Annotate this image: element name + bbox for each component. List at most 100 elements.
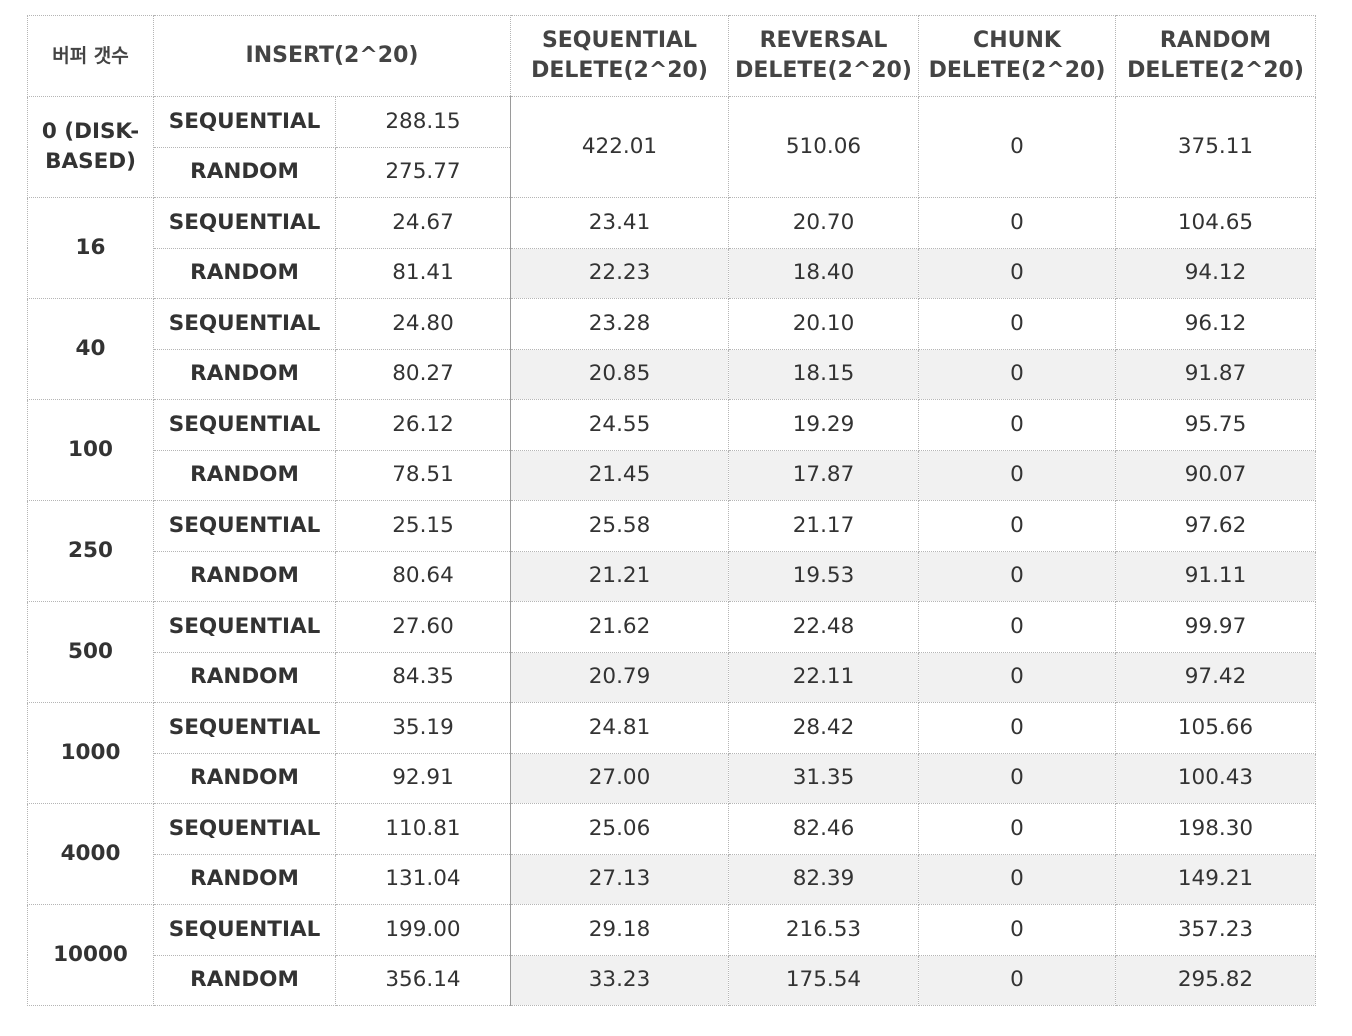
mode-cell: SEQUENTIAL: [153, 96, 336, 148]
random-delete-cell: 97.62: [1115, 500, 1316, 552]
reversal-delete-cell: 82.39: [728, 853, 919, 905]
random-delete-cell: 100.43: [1115, 752, 1316, 804]
random-delete-cell: 94.12: [1115, 247, 1316, 299]
chunk-delete-cell: 0: [918, 752, 1116, 804]
buffer-count-cell: 100: [27, 399, 154, 501]
table-row: 0 (DISK- BASED) SEQUENTIAL 288.15 422.01…: [27, 96, 1316, 198]
header-insert: INSERT(2^20): [153, 15, 511, 97]
buffer-count-cell: 500: [27, 601, 154, 703]
chunk-delete-cell: 0: [918, 500, 1116, 552]
insert-cell: 27.60: [335, 601, 511, 653]
buffer-count-line: BASED): [45, 149, 136, 174]
insert-cell: 25.15: [335, 500, 511, 552]
random-delete-cell: 105.66: [1115, 702, 1316, 754]
table-row: RANDOM 78.51 21.45 17.87 0 90.07: [28, 449, 1316, 501]
buffer-count-cell: 0 (DISK- BASED): [27, 96, 154, 198]
table-row: 4000 SEQUENTIAL 110.81 25.06 82.46 0 198…: [27, 803, 1316, 905]
buffer-count-cell: 1000: [27, 702, 154, 804]
header-line: DELETE(2^20): [928, 58, 1106, 83]
table-row: RANDOM 92.91 27.00 31.35 0 100.43: [28, 752, 1316, 804]
mode-cell: RANDOM: [153, 550, 336, 602]
mode-cell: SEQUENTIAL: [153, 298, 336, 350]
mode-cell: SEQUENTIAL: [153, 702, 336, 754]
insert-cell: 288.15: [335, 96, 511, 148]
sequential-delete-cell: 21.21: [510, 550, 729, 602]
reversal-delete-cell: 175.54: [728, 954, 919, 1006]
buffer-count-cell: 16: [27, 197, 154, 299]
insert-cell: 84.35: [335, 651, 511, 703]
sequential-delete-cell: 24.81: [510, 702, 729, 754]
sequential-delete-cell: 27.00: [510, 752, 729, 804]
mode-cell: RANDOM: [153, 247, 336, 299]
table-row: 16 SEQUENTIAL 24.67 23.41 20.70 0 104.65: [27, 197, 1316, 299]
reversal-delete-cell: 19.29: [728, 399, 919, 451]
table-row: 100 SEQUENTIAL 26.12 24.55 19.29 0 95.75: [27, 399, 1316, 501]
table-row: 500 SEQUENTIAL 27.60 21.62 22.48 0 99.97: [27, 601, 1316, 703]
mode-cell: RANDOM: [153, 651, 336, 703]
insert-cell: 110.81: [335, 803, 511, 855]
buffer-count-cell: 250: [27, 500, 154, 602]
sequential-delete-cell: 27.13: [510, 853, 729, 905]
sequential-delete-cell: 25.06: [510, 803, 729, 855]
insert-cell: 78.51: [335, 449, 511, 501]
chunk-delete-cell: 0: [918, 702, 1116, 754]
reversal-delete-cell: 82.46: [728, 803, 919, 855]
insert-cell: 80.64: [335, 550, 511, 602]
insert-cell: 80.27: [335, 348, 511, 400]
random-delete-cell: 90.07: [1115, 449, 1316, 501]
table-row: RANDOM 84.35 20.79 22.11 0 97.42: [28, 651, 1316, 703]
mode-cell: RANDOM: [153, 853, 336, 905]
reversal-delete-cell: 18.40: [728, 247, 919, 299]
header-line: DELETE(2^20): [1127, 58, 1304, 83]
table-row: RANDOM 275.77: [28, 146, 1316, 198]
sequential-delete-cell: 29.18: [510, 904, 729, 956]
chunk-delete-cell: 0: [918, 853, 1116, 905]
table-row: RANDOM 356.14 33.23 175.54 0 295.82: [28, 954, 1316, 1006]
mode-cell: RANDOM: [153, 348, 336, 400]
mode-cell: SEQUENTIAL: [153, 803, 336, 855]
sequential-delete-cell: 20.79: [510, 651, 729, 703]
mode-cell: SEQUENTIAL: [153, 399, 336, 451]
mode-cell: SEQUENTIAL: [153, 601, 336, 653]
chunk-delete-cell: 0: [918, 904, 1116, 956]
header-buffer-count: 버퍼 갯수: [27, 15, 154, 97]
table-row: RANDOM 81.41 22.23 18.40 0 94.12: [28, 247, 1316, 299]
header-random-delete: RANDOM DELETE(2^20): [1115, 15, 1316, 97]
insert-cell: 199.00: [335, 904, 511, 956]
random-delete-cell: 91.11: [1115, 550, 1316, 602]
table-row: 250 SEQUENTIAL 25.15 25.58 21.17 0 97.62: [27, 500, 1316, 602]
chunk-delete-cell: 0: [918, 803, 1116, 855]
buffer-count-cell: 10000: [27, 904, 154, 1006]
mode-cell: SEQUENTIAL: [153, 500, 336, 552]
insert-cell: 26.12: [335, 399, 511, 451]
insert-cell: 92.91: [335, 752, 511, 804]
buffer-count-cell: 40: [27, 298, 154, 400]
benchmark-table-container: 버퍼 갯수 INSERT(2^20) SEQUENTIAL DELETE(2^2…: [27, 15, 1316, 1006]
reversal-delete-cell: 31.35: [728, 752, 919, 804]
insert-cell: 275.77: [335, 146, 511, 198]
sequential-delete-cell: 20.85: [510, 348, 729, 400]
random-delete-cell: 149.21: [1115, 853, 1316, 905]
random-delete-cell: 357.23: [1115, 904, 1316, 956]
reversal-delete-cell: 18.15: [728, 348, 919, 400]
header-line: CHUNK: [973, 28, 1061, 53]
header-reversal-delete: REVERSAL DELETE(2^20): [728, 15, 919, 97]
reversal-delete-cell: 22.48: [728, 601, 919, 653]
header-sequential-delete: SEQUENTIAL DELETE(2^20): [510, 15, 729, 97]
mode-cell: RANDOM: [153, 449, 336, 501]
reversal-delete-cell: 20.70: [728, 197, 919, 249]
chunk-delete-cell: 0: [918, 550, 1116, 602]
header-line: DELETE(2^20): [531, 58, 708, 83]
sequential-delete-cell: 24.55: [510, 399, 729, 451]
sequential-delete-cell: 22.23: [510, 247, 729, 299]
benchmark-table: 버퍼 갯수 INSERT(2^20) SEQUENTIAL DELETE(2^2…: [27, 15, 1316, 1006]
mode-cell: RANDOM: [153, 954, 336, 1006]
table-row: RANDOM 80.27 20.85 18.15 0 91.87: [28, 348, 1316, 400]
chunk-delete-cell: 0: [918, 449, 1116, 501]
buffer-count-line: 0 (DISK-: [41, 119, 140, 144]
reversal-delete-cell: 20.10: [728, 298, 919, 350]
sequential-delete-cell: 422.01: [510, 96, 729, 198]
chunk-delete-cell: 0: [918, 247, 1116, 299]
random-delete-cell: 198.30: [1115, 803, 1316, 855]
buffer-count-cell: 4000: [27, 803, 154, 905]
